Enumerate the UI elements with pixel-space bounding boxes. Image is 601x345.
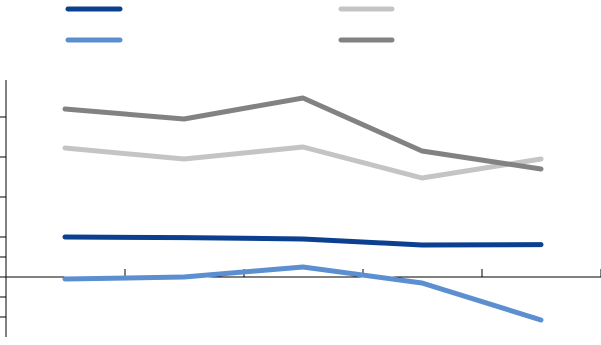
series-line-4 [65,98,541,169]
series-line-2 [65,267,541,320]
series-line-3 [65,147,541,178]
series-line-1 [65,237,541,245]
axes [0,80,601,337]
series-lines [65,98,541,320]
legend [68,9,392,40]
